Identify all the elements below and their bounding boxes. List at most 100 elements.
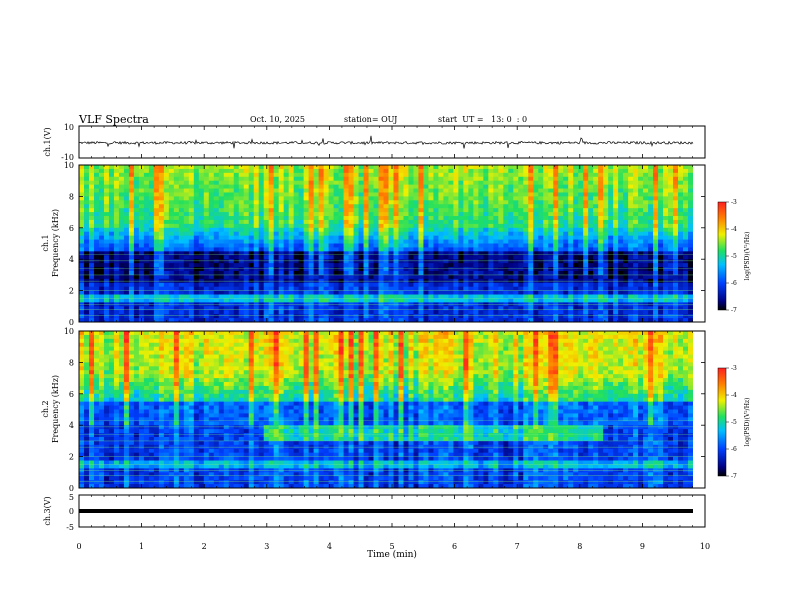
spectrogram-cell [598,227,604,233]
spectrogram-cell [113,267,120,272]
spectrogram-cell [243,204,250,209]
spectrogram-cell [363,192,369,197]
spectrogram-cell [538,184,544,189]
spectrogram-cell [643,192,649,197]
spectrogram-cell [478,212,484,217]
spectrogram-cell [558,274,564,280]
spectrogram-cell [393,294,399,299]
spectrogram-cell [233,196,240,201]
spectrogram-cell [483,298,489,303]
spectrogram-cell [403,223,409,229]
spectrogram-cell [608,243,614,248]
spectrogram-cell [178,255,185,260]
spectrogram-cell [473,270,479,276]
spectrogram-cell [528,235,534,240]
spectrogram-cell [298,247,305,252]
spectrogram-cell [443,227,449,233]
spectrogram-cell [148,294,155,299]
spectrogram-cell [578,282,584,288]
spectrogram-cell [333,239,339,244]
spectrogram-cell [248,227,255,233]
spectrogram-cell [648,306,654,311]
spectrogram-cell [468,243,474,248]
spectrogram-cell [383,310,389,315]
spectrogram-cell [398,216,404,221]
spectrogram-cell [643,231,649,237]
spectrogram-cell [688,219,694,225]
spectrogram-cell [378,180,384,186]
spectrogram-cell [218,176,225,182]
spectrogram-cell [463,274,469,280]
spectrogram-cell [103,314,110,319]
spectrogram-cell [458,286,464,292]
spectrogram-cell [238,251,245,256]
spectrogram-cell [213,223,220,229]
spectrogram-cell [313,219,320,225]
spectrogram-cell [243,165,250,170]
spectrogram-cell [353,282,359,288]
spectrogram-cell [538,267,544,272]
spectrogram-cell [243,294,250,299]
spectrogram-cell [83,274,90,280]
spectrogram-cell [418,314,424,319]
spectrogram-cell [578,255,584,260]
spectrogram-cell [163,239,170,244]
spectrogram-cell [623,200,629,205]
spectrogram-cell [83,306,90,311]
spectrogram-cell [618,231,624,237]
spectrogram-cell [93,219,100,225]
spectrogram-cell [368,223,374,229]
spectrogram-cell [493,274,499,280]
spectrogram-cell [403,165,409,170]
spectrogram-cell [93,310,100,315]
spectrogram-cell [128,255,135,260]
spectrogram-cell [623,180,629,186]
spectrogram-cell [313,251,320,256]
spectrogram-cell [663,216,669,221]
spectrogram-cell [163,208,170,213]
spectrogram-cell [148,192,155,197]
spectrogram-cell [453,294,459,299]
spectrogram-cell [533,176,539,182]
spectrogram-cell [333,223,339,229]
spectrogram-cell [553,235,559,240]
spectrogram-cell [403,286,409,292]
spectrogram-cell [523,216,529,221]
spectrogram-cell [568,180,574,186]
spectrogram-cell [143,282,150,288]
spectrogram-cell [193,314,200,319]
spectrogram-cell [343,180,349,186]
spectrogram-cell [543,223,549,229]
spectrogram-cell [98,282,105,288]
spectrogram-cell [223,274,230,280]
spectrogram-cell [183,255,190,260]
spectrogram-cell [98,216,105,221]
spectrogram-cell [523,192,529,197]
spectrogram-cell [623,282,629,288]
spectrogram-cell [178,270,185,276]
spectrogram-cell [283,223,290,229]
spectrogram-cell [223,176,230,182]
spectrogram-cell [663,208,669,213]
spectrogram-cell [88,212,95,217]
spectrogram-cell [128,168,135,174]
spectrogram-cell [458,294,464,299]
spectrogram-cell [563,310,569,315]
spectrogram-cell [148,200,155,205]
spectrogram-cell [688,196,694,201]
spectrogram-cell [283,290,290,295]
spectrogram-cell [288,235,295,240]
spectrogram-cell [428,176,434,182]
spectrogram-cell [668,286,674,292]
spectrogram-cell [553,192,559,197]
spectrogram-cell [593,188,599,193]
spectrogram-cell [663,188,669,193]
spectrogram-cell [353,274,359,280]
spectrogram-cell [308,243,315,248]
spectrogram-cell [323,184,329,189]
spectrogram-cell [468,267,474,272]
spectrogram-cell [598,231,604,237]
spectrogram-cell [423,165,429,170]
spectrogram-cell [348,216,354,221]
spectrogram-cell [548,314,554,319]
